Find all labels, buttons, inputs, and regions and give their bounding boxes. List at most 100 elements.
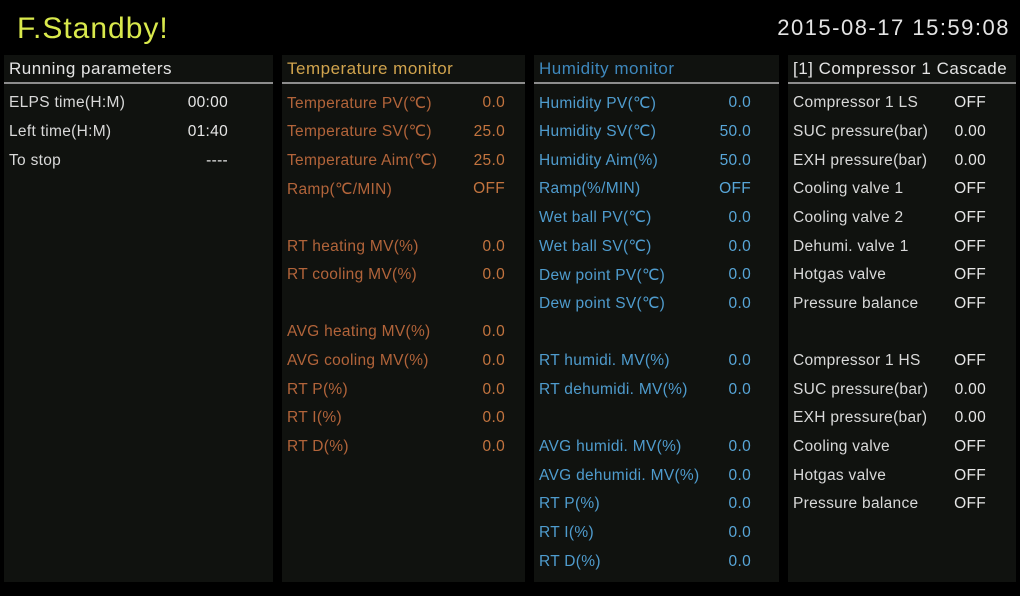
- parameter-row: Temperature SV(℃) 25.0: [282, 118, 525, 147]
- temperature-monitor-rows: Temperature PV(℃) 0.0 Temperature SV(℃) 25.…: [282, 84, 525, 461]
- parameter-label: RT I(%): [287, 409, 342, 427]
- parameter-value: 0.0: [482, 266, 505, 284]
- panel-temperature-monitor: Temperature monitor Temperature PV(℃) 0.0…: [282, 55, 525, 582]
- parameter-label: Compressor 1 HS: [793, 352, 921, 370]
- parameter-label: AVG dehumidi. MV(%): [539, 466, 700, 484]
- parameter-value: OFF: [954, 495, 986, 513]
- parameter-row: EXH pressure(bar) 0.00: [788, 146, 1016, 175]
- parameter-row: Humidity PV(℃) 0.0: [534, 89, 779, 118]
- parameter-value: 0.0: [728, 352, 751, 370]
- machine-status-title: F.Standby!: [17, 11, 169, 45]
- parameter-label: Cooling valve 1: [793, 180, 904, 198]
- parameter-row: RT P(%) 0.0: [282, 375, 525, 404]
- parameter-row: AVG humidi. MV(%) 0.0: [534, 433, 779, 462]
- parameter-row: Humidity SV(℃) 50.0: [534, 118, 779, 147]
- panel-running-parameters: Running parameters ELPS time(H:M) 00:00 Le…: [4, 55, 273, 582]
- parameter-row: RT heating MV(%) 0.0: [282, 232, 525, 261]
- parameter-row: Ramp(%/MIN) OFF: [534, 175, 779, 204]
- parameter-value: ----: [206, 151, 228, 169]
- parameter-value: 50.0: [719, 151, 751, 169]
- parameter-label: Temperature Aim(℃): [287, 152, 438, 170]
- parameter-row: RT D(%) 0.0: [534, 547, 779, 576]
- parameter-row: Temperature Aim(℃) 25.0: [282, 146, 525, 175]
- parameter-label: Pressure balance: [793, 495, 919, 513]
- parameter-value: OFF: [954, 237, 986, 255]
- parameter-value: 0.0: [728, 495, 751, 513]
- parameter-row: Cooling valve OFF: [788, 433, 1016, 462]
- panel-title-compressor-1-cascade: [1] Compressor 1 Cascade: [788, 55, 1016, 84]
- parameter-row: RT D(%) 0.0: [282, 433, 525, 462]
- compressor-1-cascade-rows: Compressor 1 LS OFF SUC pressure(bar) 0.00 E…: [788, 84, 1016, 519]
- parameter-label: SUC pressure(bar): [793, 380, 929, 398]
- parameter-label: RT humidi. MV(%): [539, 352, 670, 370]
- parameter-label: Temperature SV(℃): [287, 123, 432, 141]
- parameter-row: RT I(%) 0.0: [282, 404, 525, 433]
- parameter-value: 0.0: [482, 94, 505, 112]
- parameter-label: Pressure balance: [793, 294, 919, 312]
- running-parameters-rows: ELPS time(H:M) 00:00 Left time(H:M) 01:40 To…: [4, 84, 273, 175]
- panel-title-temperature-monitor: Temperature monitor: [282, 55, 525, 84]
- parameter-row: Hotgas valve OFF: [788, 261, 1016, 290]
- parameter-row: Dehumi. valve 1 OFF: [788, 232, 1016, 261]
- parameter-value: 0.0: [482, 438, 505, 455]
- parameter-label: Humidity PV(℃): [539, 94, 657, 112]
- parameter-value: 0.00: [954, 151, 986, 169]
- parameter-row: Dew point PV(℃) 0.0: [534, 261, 779, 290]
- parameter-value: 0.00: [954, 409, 986, 427]
- parameter-row: RT humidi. MV(%) 0.0: [534, 347, 779, 376]
- parameter-value: OFF: [473, 180, 505, 198]
- parameter-value: OFF: [954, 438, 986, 455]
- parameter-value: OFF: [954, 180, 986, 198]
- parameter-label: Wet ball PV(℃): [539, 209, 652, 227]
- parameter-value: 00:00: [187, 94, 228, 112]
- parameter-value: 0.0: [728, 208, 751, 226]
- parameter-row: Cooling valve 2 OFF: [788, 204, 1016, 233]
- parameter-value: 50.0: [719, 122, 751, 140]
- parameter-row: Ramp(℃/MIN) OFF: [282, 175, 525, 204]
- parameter-value: 0.0: [728, 94, 751, 112]
- parameter-value: 25.0: [473, 122, 505, 140]
- parameter-label: EXH pressure(bar): [793, 409, 928, 427]
- parameter-row: Hotgas valve OFF: [788, 461, 1016, 490]
- parameter-label: RT I(%): [539, 523, 594, 541]
- parameter-row: Left time(H:M) 01:40: [4, 118, 273, 147]
- parameter-row: EXH pressure(bar) 0.00: [788, 404, 1016, 433]
- datetime-display: 2015-08-17 15:59:08: [777, 14, 1010, 40]
- parameter-label: AVG humidi. MV(%): [539, 438, 682, 455]
- parameter-row: Pressure balance OFF: [788, 490, 1016, 519]
- parameter-value: OFF: [719, 180, 751, 198]
- parameter-row: RT I(%) 0.0: [534, 519, 779, 548]
- humidity-monitor-rows: Humidity PV(℃) 0.0 Humidity SV(℃) 50.0 Humid…: [534, 84, 779, 576]
- parameter-row: Humidity Aim(%) 50.0: [534, 146, 779, 175]
- parameter-label: RT D(%): [287, 438, 349, 455]
- parameter-row: SUC pressure(bar) 0.00: [788, 118, 1016, 147]
- parameter-value: 0.0: [728, 237, 751, 255]
- parameter-value: 0.0: [728, 266, 751, 284]
- parameter-label: Dehumi. valve 1: [793, 237, 909, 255]
- parameter-value: OFF: [954, 208, 986, 226]
- parameter-label: Hotgas valve: [793, 266, 887, 284]
- parameter-label: Compressor 1 LS: [793, 94, 919, 112]
- parameter-value: 0.0: [482, 237, 505, 255]
- row-spacer: [282, 204, 525, 233]
- parameter-label: Dew point SV(℃): [539, 295, 666, 313]
- parameter-value: 0.0: [728, 523, 751, 541]
- parameter-row: Wet ball SV(℃) 0.0: [534, 232, 779, 261]
- parameter-row: To stop ----: [4, 146, 273, 175]
- parameter-label: ELPS time(H:M): [9, 94, 126, 112]
- parameter-value: 0.0: [728, 294, 751, 312]
- parameter-row: SUC pressure(bar) 0.00: [788, 375, 1016, 404]
- parameter-value: 0.0: [728, 466, 751, 484]
- parameter-value: 0.00: [954, 122, 986, 140]
- parameter-label: Cooling valve: [793, 438, 890, 455]
- parameter-label: Hotgas valve: [793, 466, 887, 484]
- parameter-label: Temperature PV(℃): [287, 94, 432, 112]
- parameter-row: Compressor 1 HS OFF: [788, 347, 1016, 376]
- parameter-label: Ramp(℃/MIN): [287, 180, 393, 198]
- panel-title-running-parameters: Running parameters: [4, 55, 273, 84]
- parameter-row: AVG cooling MV(%) 0.0: [282, 347, 525, 376]
- parameter-label: RT cooling MV(%): [287, 266, 417, 284]
- parameter-row: RT dehumidi. MV(%) 0.0: [534, 375, 779, 404]
- panel-title-humidity-monitor: Humidity monitor: [534, 55, 779, 84]
- panel-compressor-1-cascade: [1] Compressor 1 Cascade Compressor 1 LS…: [788, 55, 1016, 582]
